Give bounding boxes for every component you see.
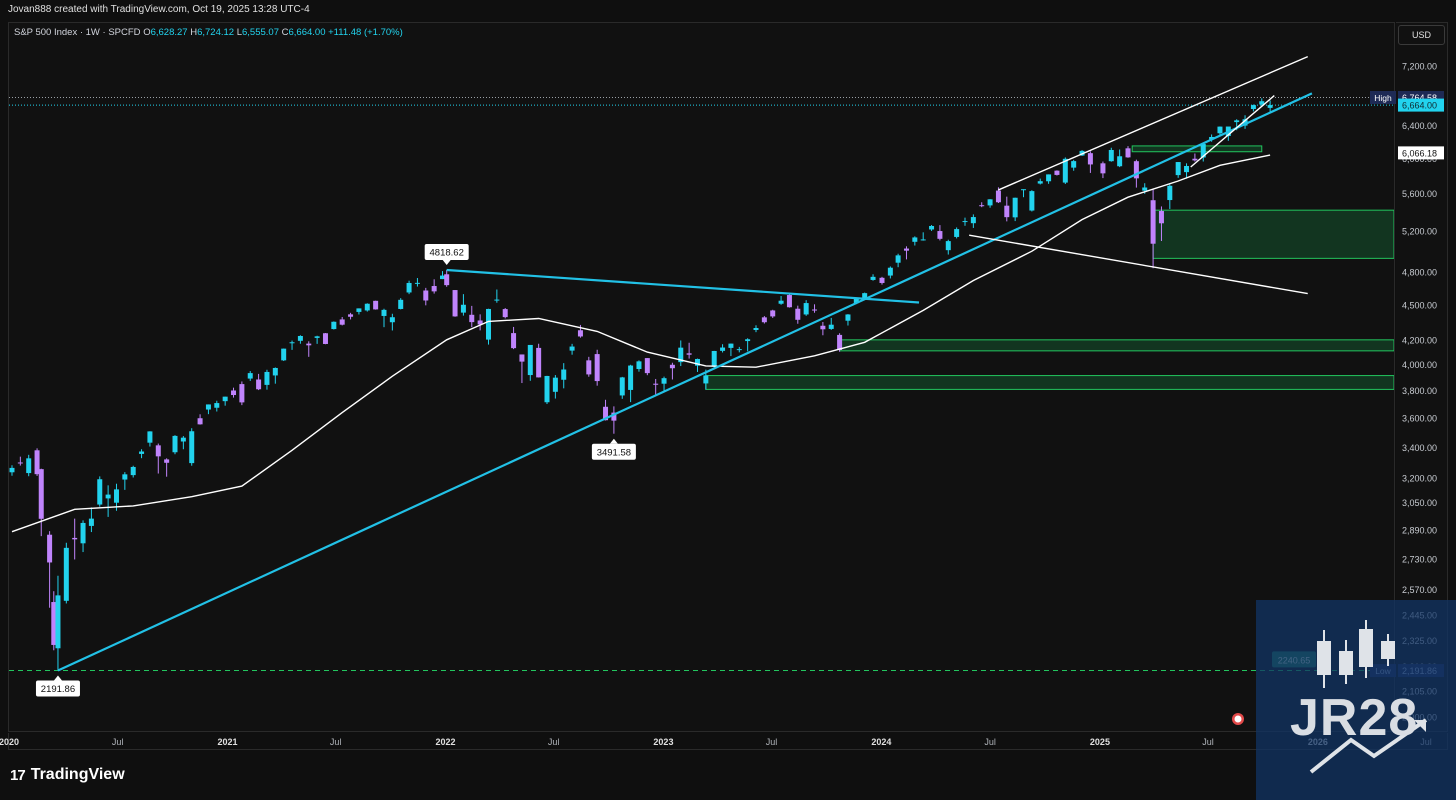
price-pane[interactable]	[8, 22, 1395, 732]
open-label: O	[143, 27, 151, 38]
tradingview-wordmark: TradingView	[30, 766, 125, 783]
watermark-candles-icon	[1309, 620, 1428, 774]
tradingview-brand[interactable]: 17 TradingView	[10, 766, 125, 784]
close-label: C	[281, 27, 289, 38]
tradingview-logo-icon: 17	[10, 766, 26, 784]
symbol-legend[interactable]: S&P 500 Index · 1W · SPCFD O6,628.27 H6,…	[14, 27, 403, 38]
close-value: 6,664.00	[288, 27, 326, 38]
high-label: H	[190, 27, 198, 38]
watermark-text: JR28	[1290, 689, 1419, 747]
low-value: 6,555.07	[242, 27, 279, 38]
change-value: +111.48 (+1.70%)	[328, 27, 403, 38]
currency-button[interactable]: USD	[1398, 25, 1445, 45]
symbol-title[interactable]: S&P 500 Index · 1W · SPCFD	[14, 27, 141, 38]
time-scale[interactable]	[8, 733, 1448, 750]
open-value: 6,628.27	[150, 27, 188, 38]
high-value: 6,724.12	[197, 27, 235, 38]
low-label: L	[236, 27, 242, 38]
author-credit: Jovan888 created with TradingView.com, O…	[8, 4, 310, 15]
watermark-panel	[1256, 600, 1456, 800]
